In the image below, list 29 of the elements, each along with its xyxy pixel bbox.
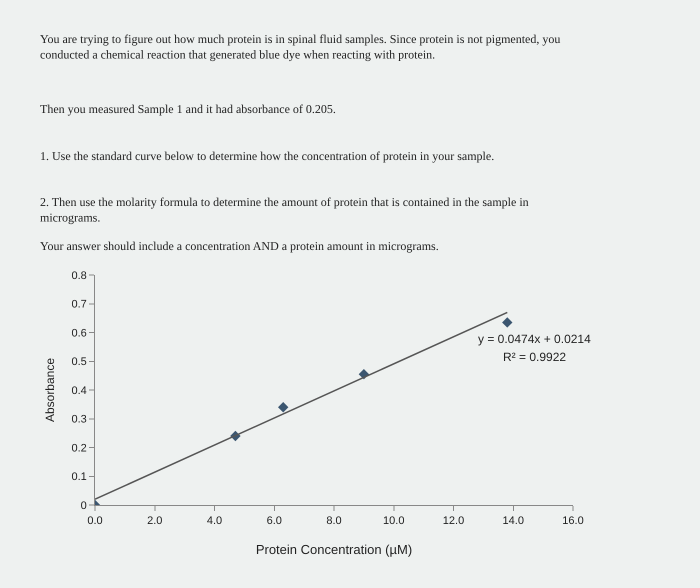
y-axis-title: Absorbance: [42, 358, 57, 422]
text: Your answer should include a concentration AND a protein amount in micrograms.: [40, 239, 439, 253]
y-tick-label: 0.8: [72, 270, 87, 282]
y-tick-label: 0: [80, 500, 87, 512]
x-tick-label: 4.0: [206, 515, 222, 528]
point: [502, 317, 512, 328]
x-tick-label: 6.0: [266, 515, 282, 528]
y-tick-label: 0.5: [72, 356, 87, 368]
y-tick-label: 0.6: [72, 327, 87, 340]
text: 2. Then use the molarity formula to determine the amount of protein that is contained in the sample in micrograms.: [40, 195, 529, 225]
text: You are trying to figure out how much protein is in spinal fluid samples. Since protein is not pigmented, you conducted a chemical reaction that generated blue dye when reacting with protein.: [40, 32, 560, 62]
annotation: y = 0.0474x + 0.0214: [478, 332, 592, 346]
x-tick-label: 0.0: [87, 515, 103, 528]
y-tick-label: 0.2: [72, 442, 87, 454]
x-tick-label: 2.0: [147, 515, 162, 528]
x-tick-label: 14.0: [502, 515, 524, 528]
y-tick-label: 0.1: [72, 471, 87, 484]
x-tick-label: 16.0: [562, 515, 584, 528]
annotation: R² = 0.9922: [503, 350, 566, 364]
point: [278, 402, 288, 412]
y-tick-label: 0.3: [72, 414, 87, 426]
x-tick-label: 8.0: [326, 515, 342, 528]
y-tick-label: 0.7: [72, 298, 87, 311]
text: 1. Use the standard curve below to determine how the concentration of protein in your sample.: [40, 149, 494, 163]
x-tick-label: 12.0: [442, 515, 464, 528]
x-tick-label: 10.0: [383, 515, 404, 528]
y-tick-label: 0.4: [72, 384, 87, 397]
text: Then you measured Sample 1 and it had absorbance of 0.205.: [40, 102, 336, 116]
x-axis-title: Protein Concentration (µM): [256, 542, 412, 557]
